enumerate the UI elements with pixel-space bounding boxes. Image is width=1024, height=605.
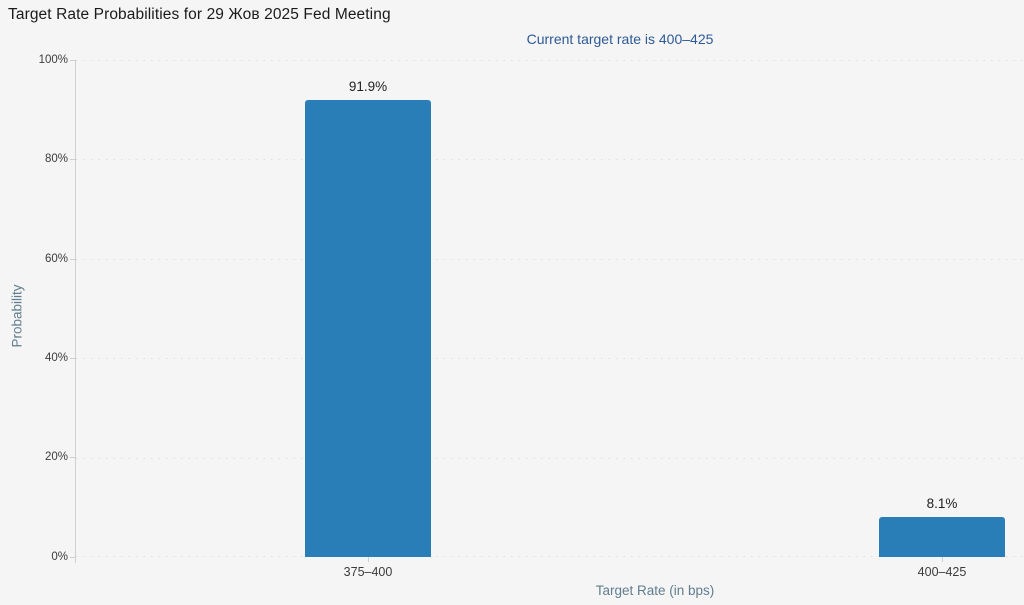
y-axis-tick [70,60,75,61]
bar-value-label: 91.9% [348,79,388,95]
plot-area: 91.9% 8.1% [76,60,1024,557]
y-axis-tick [70,457,75,458]
gridline-40 [76,358,1024,360]
gridline-60 [76,258,1024,260]
y-axis-tick-label: 20% [44,451,68,463]
y-axis-tick-label: 80% [44,153,68,165]
chart-subtitle: Current target rate is 400–425 [526,31,714,47]
y-axis-tick-label: 60% [44,253,68,265]
y-axis-tick [70,358,75,359]
y-axis-tick [70,259,75,260]
y-axis-tick-label: 100% [38,54,68,66]
gridline-0 [76,556,1024,557]
probability-bar-400-425[interactable]: 8.1% [879,496,1005,557]
y-axis-tick [70,557,75,558]
gridline-80 [76,159,1024,161]
gridline-20 [76,457,1024,459]
y-axis-line [75,60,76,563]
bar-value-label: 8.1% [926,495,958,511]
y-axis-tick-label: 0% [51,551,68,563]
y-axis-tick [70,159,75,160]
gridline-100 [76,60,1024,61]
x-axis-tick [368,557,369,562]
x-axis-title: Target Rate (in bps) [595,583,715,598]
x-axis-tick-label: 375–400 [343,565,393,579]
y-axis-title: Probability [9,284,25,348]
y-axis-tick-label: 40% [44,352,68,364]
probability-bar-375-400[interactable]: 91.9% [305,79,431,557]
x-axis-tick [942,557,943,562]
x-axis-tick-label: 400–425 [917,565,967,579]
chart-title: Target Rate Probabilities for 29 Жов 202… [8,6,391,23]
